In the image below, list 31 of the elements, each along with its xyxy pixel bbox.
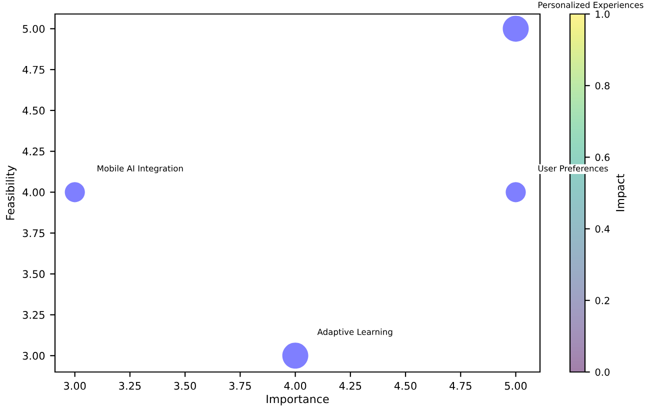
color-bar-title: Impact <box>616 174 626 212</box>
color-bar-label: 0.4 <box>595 225 610 233</box>
x-tick-label: 3.25 <box>119 382 141 390</box>
y-tick-label: 3.75 <box>22 229 44 238</box>
x-tick-label: 3.00 <box>64 382 86 390</box>
color-bar-label: 0.6 <box>595 154 610 162</box>
x-axis-title: Importance <box>266 394 329 406</box>
y-tick-label: 4.75 <box>22 66 44 74</box>
x-tick-label: 4.00 <box>284 382 306 390</box>
color-bar-label: 0.8 <box>595 82 610 90</box>
y-tick-label: 4.00 <box>22 188 45 196</box>
x-tick-label: 4.25 <box>339 382 362 390</box>
x-tick-label: 3.50 <box>174 382 196 390</box>
y-tick-label: 3.25 <box>22 311 44 319</box>
color-bar-label: 0.2 <box>595 296 610 304</box>
x-tick-label: 5.00 <box>504 382 527 390</box>
y-tick-label: 5.00 <box>22 24 45 33</box>
y-tick-label: 3.00 <box>22 352 45 360</box>
color-bar-label: 1.0 <box>596 10 610 18</box>
annotation: Adaptive Learning <box>317 328 392 337</box>
x-tick-label: 4.75 <box>450 382 472 390</box>
annotation: Mobile AI Integration <box>98 165 183 174</box>
x-tick-label: 4.50 <box>394 382 416 390</box>
annotation: User Preferences <box>538 165 608 172</box>
y-tick-label: 3.50 <box>22 270 45 278</box>
text: Personalized Experiences <box>538 2 644 10</box>
y-axis-title: Feasibility <box>6 166 17 220</box>
color-bar-label: 0.0 <box>595 368 610 376</box>
y-tick-label: 4.25 <box>22 148 44 156</box>
y-tick-label: 4.50 <box>22 106 45 115</box>
x-tick-label: 3.75 <box>229 382 251 390</box>
